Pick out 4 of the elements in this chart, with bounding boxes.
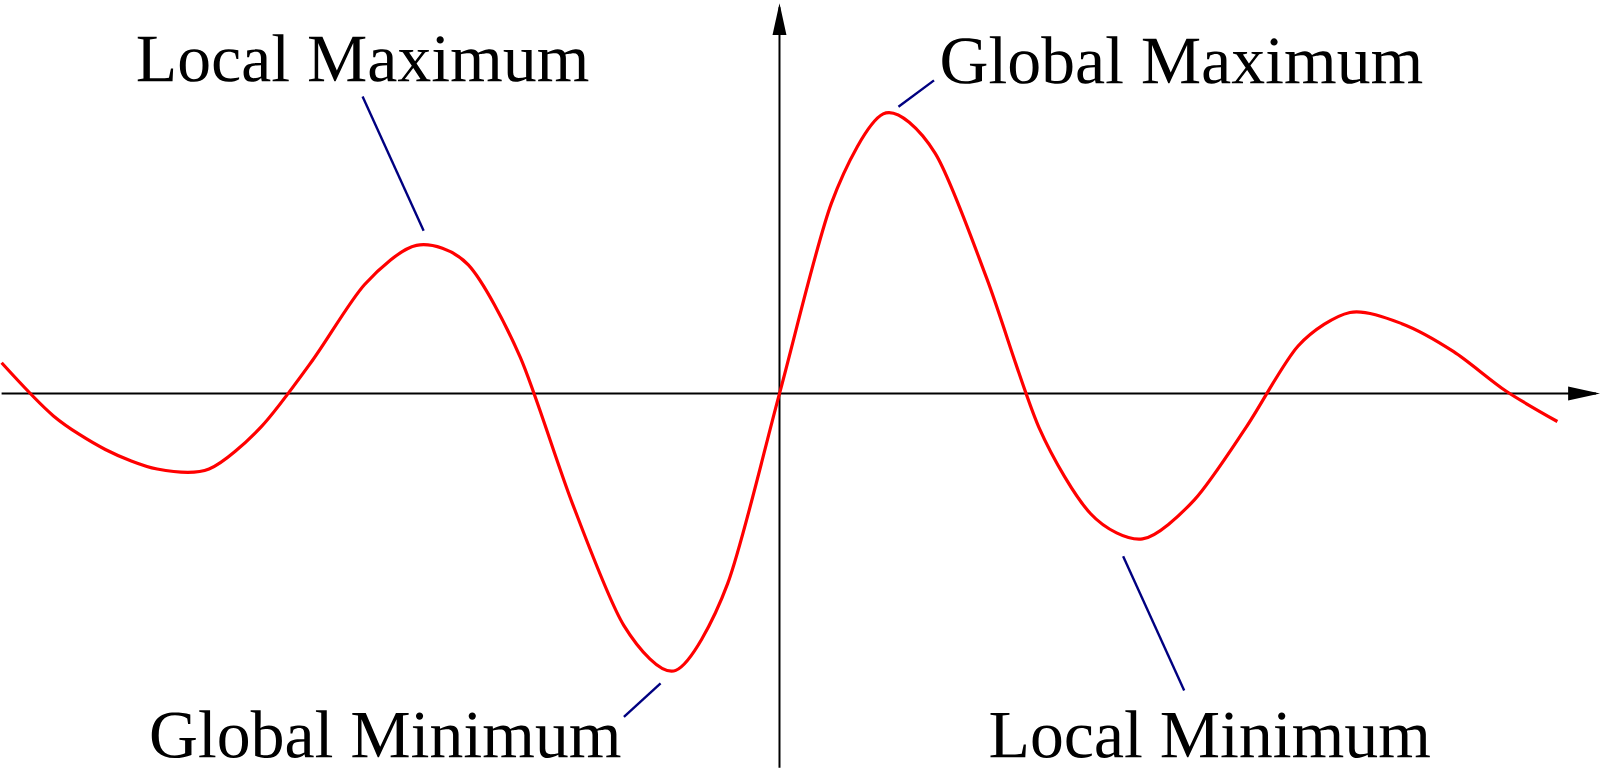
text: Local Maximum [137,34,589,82]
text: Local Minimum [990,710,1430,759]
text: Global Maximum [942,36,1423,85]
text: Global Minimum [151,710,621,759]
